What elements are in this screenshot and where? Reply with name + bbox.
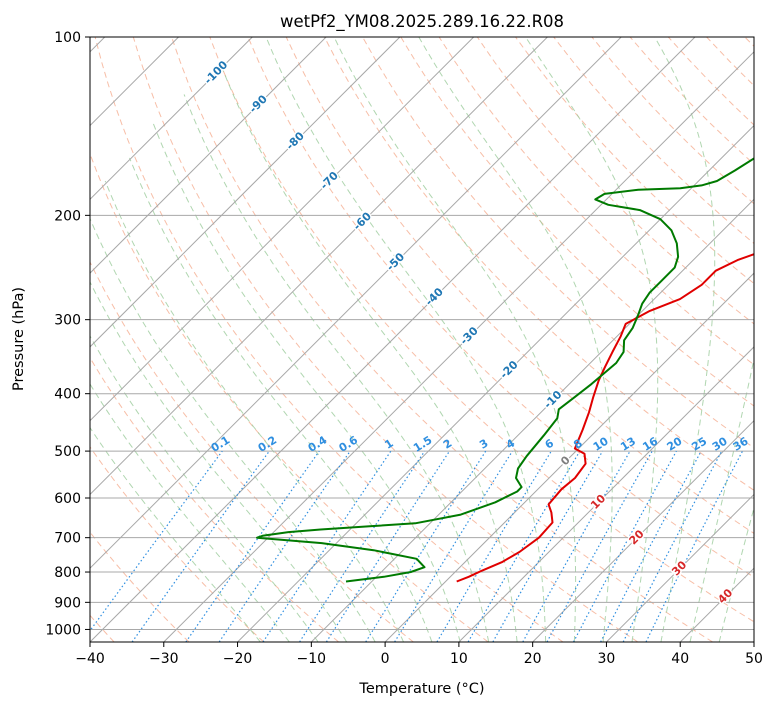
moist-adiabat-32 <box>525 37 659 642</box>
plot-frame <box>89 36 755 643</box>
moist-adiabat--20 <box>90 426 261 642</box>
dry-adiabat-40 <box>171 37 713 642</box>
x-tick-label: −20 <box>223 651 253 667</box>
y-tick-label: 1000 <box>45 622 81 638</box>
moist-adiabat-40 <box>689 356 754 642</box>
mixing-ratio-line-0.6 <box>218 450 351 642</box>
dry-adiabat-130 <box>515 37 754 285</box>
isotherms <box>90 37 754 642</box>
isotherm-10 <box>458 346 754 642</box>
y-tick-label: 100 <box>54 30 81 46</box>
x-tick-label: 40 <box>671 651 689 667</box>
isotherm--70 <box>90 37 475 422</box>
dry-adiabat-80 <box>323 37 754 491</box>
dry-adiabat-0 <box>90 260 414 642</box>
temperature-profile-line <box>456 253 754 583</box>
x-tick-label: −10 <box>297 651 327 667</box>
x-tick-label: −40 <box>75 651 105 667</box>
x-tick-label: 50 <box>745 651 763 667</box>
x-axis-label: Temperature (°C) <box>358 681 484 697</box>
dry-adiabat-110 <box>438 37 754 366</box>
isotherm--40 <box>90 37 696 642</box>
dry-adiabat-20 <box>94 37 564 642</box>
mixing-ratio-line-1.5 <box>299 450 426 642</box>
moist-adiabat-12 <box>183 94 490 642</box>
isotherm--20 <box>237 124 754 642</box>
y-tick-label: 200 <box>54 208 81 224</box>
isotherm--80 <box>90 37 401 348</box>
moist-adiabat-0 <box>104 180 405 642</box>
moist-adiabat--12 <box>90 335 319 642</box>
mixing-ratio-line-0.1 <box>90 450 223 632</box>
y-tick-label: 300 <box>54 313 81 329</box>
dry-adiabat--10 <box>90 356 339 642</box>
moist-adiabat-8 <box>152 123 461 642</box>
mixing-ratio-line-4 <box>394 450 513 642</box>
y-tick-label: 900 <box>54 595 81 611</box>
mixing-ratio-line-1 <box>262 450 392 642</box>
dry-adiabat-70 <box>285 37 754 535</box>
isotherm--30 <box>163 51 754 642</box>
y-tick-label: 700 <box>54 531 81 547</box>
moist-adiabat-20 <box>265 37 547 642</box>
y-tick-label: 400 <box>54 387 81 403</box>
isotherm--50 <box>90 37 622 569</box>
x-tick-label: −30 <box>149 651 179 667</box>
x-tick-label: 10 <box>450 651 468 667</box>
moist-adiabat--4 <box>90 217 376 642</box>
y-tick-label: 500 <box>54 444 81 460</box>
dry-adiabat-60 <box>247 37 754 578</box>
y-tick-label: 600 <box>54 491 81 507</box>
dry-adiabats <box>90 37 754 642</box>
isotherm-20 <box>532 419 754 642</box>
isobars <box>90 37 754 630</box>
dry-adiabat-120 <box>476 37 754 325</box>
isotherm-30 <box>606 493 754 642</box>
moist-adiabat-28 <box>418 37 613 642</box>
mixing-ratio-line-0.4 <box>185 450 320 642</box>
moist-adiabats <box>90 37 754 642</box>
x-tick-label: 0 <box>381 651 390 667</box>
dry-adiabat-50 <box>209 37 754 623</box>
axes: −40 −30 −20 −10 0 10 20 30 40 50 100 200 300 400 500 60… <box>45 30 763 667</box>
moist-adiabat-16 <box>219 61 518 642</box>
dry-adiabat--20 <box>90 446 265 642</box>
moist-adiabat--8 <box>90 280 348 642</box>
profile-series <box>256 157 754 583</box>
moist-adiabat-44 <box>718 505 754 642</box>
mixing-ratio-line-0.2 <box>131 450 270 642</box>
moist-adiabat--16 <box>90 383 290 642</box>
moist-adiabat-36 <box>654 37 716 642</box>
y-tick-label: 800 <box>54 565 81 581</box>
isotherm--10 <box>310 198 754 642</box>
dry-adiabat-30 <box>132 37 639 642</box>
chart-title: wetPf2_YM08.2025.289.16.22.R08 <box>280 12 564 32</box>
y-axis-label: Pressure (hPa) <box>11 287 27 391</box>
isotherm--100 <box>90 37 253 201</box>
mixing-ratio-line-36 <box>645 450 744 642</box>
mixing-ratio-line-16 <box>546 450 653 642</box>
isotherm-0 <box>384 272 754 642</box>
x-tick-label: 30 <box>598 651 616 667</box>
mixing-ratio-lines <box>90 450 744 642</box>
mixing-ratio-line-13 <box>522 450 631 642</box>
moist-adiabat-24 <box>333 37 577 642</box>
isotherm--90 <box>90 37 327 274</box>
dewpoint-profile-line <box>256 157 754 583</box>
mixing-ratio-line-2 <box>325 450 450 642</box>
mixing-ratio-line-20 <box>572 450 677 642</box>
x-tick-label: 20 <box>524 651 542 667</box>
isotherm--60 <box>90 37 548 496</box>
